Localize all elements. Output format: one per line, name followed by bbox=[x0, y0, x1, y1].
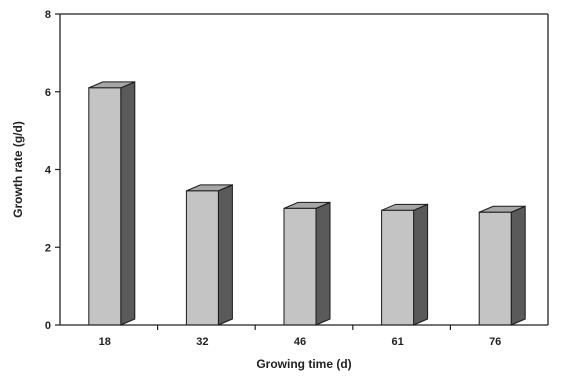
bar-46 bbox=[283, 201, 331, 326]
bar-side-face bbox=[315, 201, 331, 326]
y-tick-label: 6 bbox=[45, 87, 51, 99]
bar-front-face bbox=[381, 209, 415, 326]
x-tick-label: 32 bbox=[196, 336, 208, 348]
y-tick-label: 2 bbox=[45, 242, 51, 254]
bar-side-face bbox=[217, 184, 233, 326]
y-axis-title: Growth rate (g/d) bbox=[11, 121, 25, 218]
bar-front-face bbox=[185, 190, 219, 326]
bar-side-face bbox=[120, 81, 136, 326]
bar-76 bbox=[478, 205, 526, 326]
bar-61 bbox=[381, 203, 429, 326]
y-tick-label: 4 bbox=[45, 165, 52, 177]
bar-side-face bbox=[413, 203, 429, 326]
x-tick-label: 18 bbox=[99, 336, 111, 348]
bar-32 bbox=[185, 184, 233, 326]
bar-front-face bbox=[478, 211, 512, 326]
bar-side-face bbox=[510, 205, 526, 326]
bars-group bbox=[88, 81, 526, 326]
y-ticks-group: 0 2 4 6 8 bbox=[45, 9, 60, 332]
y-tick-label: 8 bbox=[45, 9, 51, 21]
y-tick-label: 0 bbox=[45, 320, 51, 332]
x-tick-label: 46 bbox=[294, 336, 306, 348]
x-tick-label: 61 bbox=[391, 336, 403, 348]
bar-front-face bbox=[88, 87, 122, 326]
x-axis-title: Growing time (d) bbox=[256, 357, 351, 371]
x-tick-label: 76 bbox=[489, 336, 501, 348]
bar-front-face bbox=[283, 207, 317, 326]
bar-18 bbox=[88, 81, 136, 326]
x-ticks-group: 18 32 46 61 76 bbox=[99, 325, 501, 348]
